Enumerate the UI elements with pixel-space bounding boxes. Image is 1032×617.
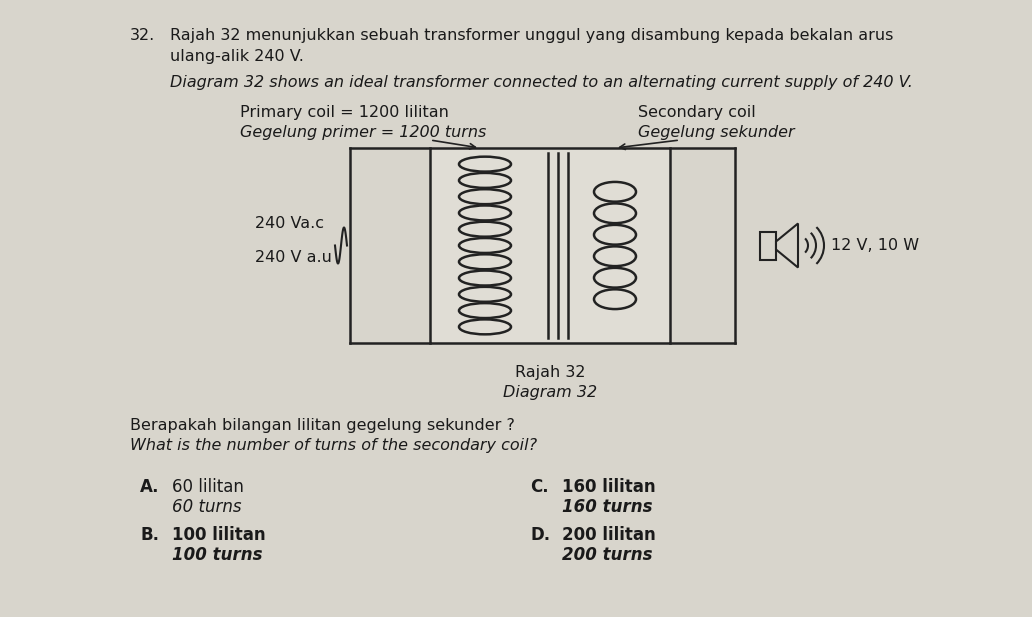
Text: Diagram 32: Diagram 32: [503, 385, 598, 400]
Text: 160 turns: 160 turns: [562, 498, 652, 516]
Text: Berapakah bilangan lilitan gegelung sekunder ?: Berapakah bilangan lilitan gegelung seku…: [130, 418, 515, 433]
Text: Primary coil = 1200 lilitan: Primary coil = 1200 lilitan: [240, 105, 449, 120]
Text: Rajah 32: Rajah 32: [515, 365, 585, 380]
Text: 12 V, 10 W: 12 V, 10 W: [831, 238, 920, 253]
Text: D.: D.: [530, 526, 550, 544]
Text: 100 turns: 100 turns: [172, 546, 262, 564]
Text: B.: B.: [140, 526, 159, 544]
Text: Gegelung primer = 1200 turns: Gegelung primer = 1200 turns: [240, 125, 486, 140]
Text: C.: C.: [530, 478, 549, 496]
Polygon shape: [776, 223, 798, 268]
Text: 240 Va.c: 240 Va.c: [255, 215, 324, 231]
Text: A.: A.: [140, 478, 160, 496]
Text: 60 lilitan: 60 lilitan: [172, 478, 244, 496]
Text: 200 turns: 200 turns: [562, 546, 652, 564]
Bar: [760, 231, 776, 260]
Text: 100 lilitan: 100 lilitan: [172, 526, 265, 544]
Text: Diagram 32 shows an ideal transformer connected to an alternating current supply: Diagram 32 shows an ideal transformer co…: [170, 75, 913, 90]
Text: What is the number of turns of the secondary coil?: What is the number of turns of the secon…: [130, 438, 537, 453]
Text: 160 lilitan: 160 lilitan: [562, 478, 655, 496]
Text: Rajah 32 menunjukkan sebuah transformer unggul yang disambung kepada bekalan aru: Rajah 32 menunjukkan sebuah transformer …: [170, 28, 894, 64]
Text: 240 V a.u: 240 V a.u: [255, 251, 332, 265]
Text: Gegelung sekunder: Gegelung sekunder: [638, 125, 795, 140]
Text: 32.: 32.: [130, 28, 155, 43]
Text: Secondary coil: Secondary coil: [638, 105, 755, 120]
Bar: [430, 148, 670, 343]
Text: 200 lilitan: 200 lilitan: [562, 526, 655, 544]
Text: 60 turns: 60 turns: [172, 498, 241, 516]
